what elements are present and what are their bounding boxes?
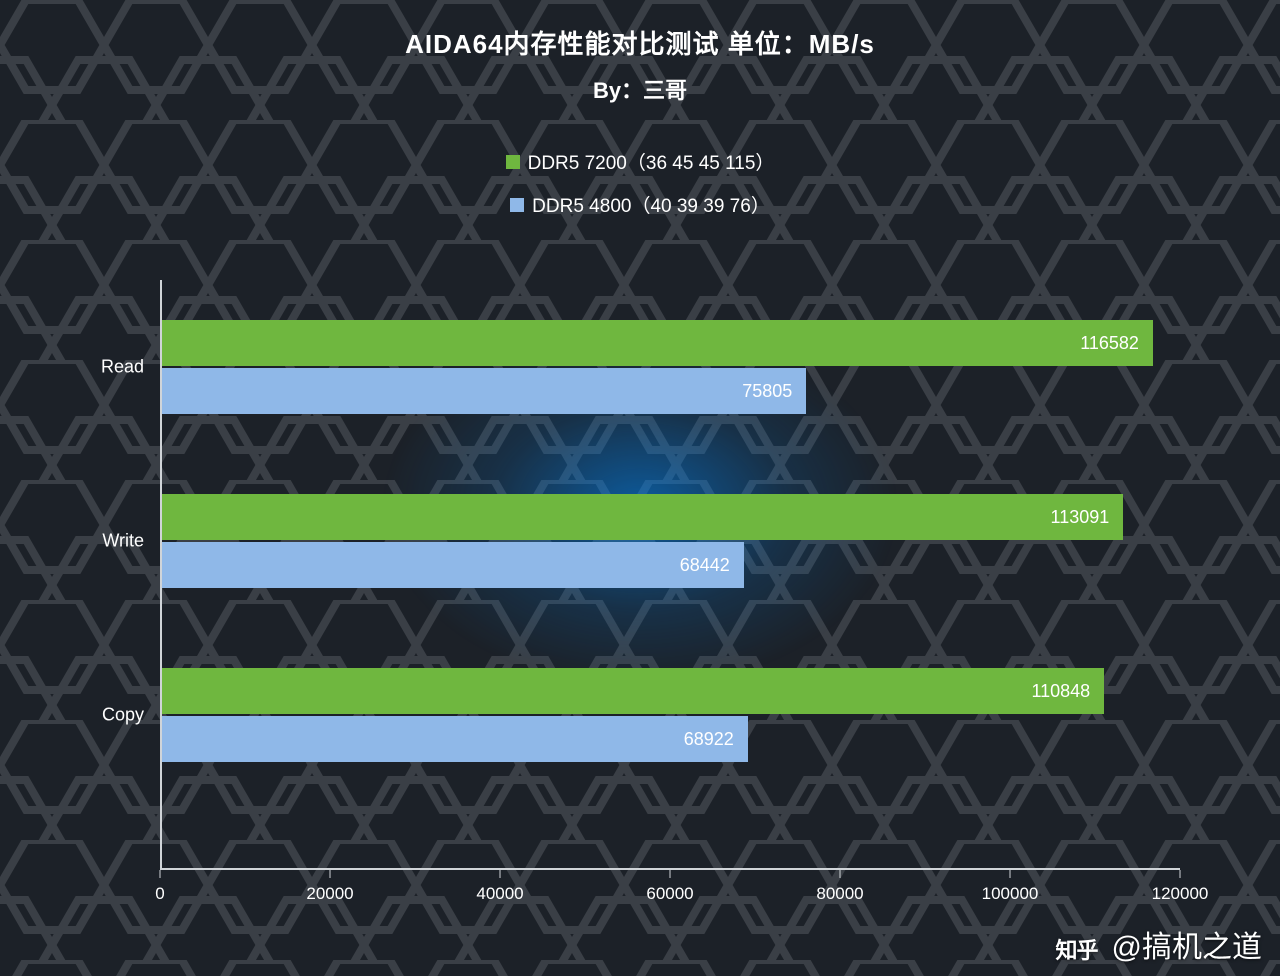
legend-swatch-1: [510, 198, 524, 212]
xtick-mark: [670, 870, 671, 878]
xtick-mark: [1010, 870, 1011, 878]
category-label: Copy: [102, 705, 162, 726]
xtick-label: 20000: [306, 884, 353, 904]
plot-area: Read11658275805 Write11309168442 Copy11084…: [160, 280, 1180, 870]
xtick-mark: [330, 870, 331, 878]
legend-item-0: DDR5 7200（36 45 45 115）: [506, 148, 775, 175]
bar: 75805: [162, 368, 806, 414]
bar-chart: Read11658275805 Write11309168442 Copy11084…: [160, 280, 1180, 870]
legend: DDR5 7200（36 45 45 115） DDR5 4800（40 39 …: [0, 140, 1280, 226]
category-group: Copy11084868922: [162, 668, 1180, 762]
xtick-mark: [1180, 870, 1181, 878]
xtick-label: 40000: [476, 884, 523, 904]
legend-label-0: DDR5 7200（36 45 45 115）: [528, 148, 775, 175]
xtick-label: 60000: [646, 884, 693, 904]
legend-item-1: DDR5 4800（40 39 39 76）: [510, 191, 770, 218]
chart-title: AIDA64内存性能对比测试 单位：MB/s: [0, 24, 1280, 61]
bar: 110848: [162, 668, 1104, 714]
xtick-label: 120000: [1152, 884, 1209, 904]
xtick-mark: [160, 870, 161, 878]
title-block: AIDA64内存性能对比测试 单位：MB/s By：三哥: [0, 24, 1280, 105]
bar: 113091: [162, 494, 1123, 540]
chart-subtitle: By：三哥: [0, 73, 1280, 105]
legend-swatch-0: [506, 155, 520, 169]
category-group: Read11658275805: [162, 320, 1180, 414]
bar: 68442: [162, 542, 744, 588]
legend-label-1: DDR5 4800（40 39 39 76）: [532, 191, 770, 218]
xtick-mark: [840, 870, 841, 878]
category-label: Read: [101, 357, 162, 378]
bar: 116582: [162, 320, 1153, 366]
xtick-label: 0: [155, 884, 164, 904]
category-label: Write: [102, 531, 162, 552]
x-axis: 020000400006000080000100000120000: [160, 870, 1180, 910]
xtick-label: 100000: [982, 884, 1039, 904]
xtick-label: 80000: [816, 884, 863, 904]
zhihu-logo-icon: 知乎: [1056, 933, 1102, 955]
bar: 68922: [162, 716, 748, 762]
category-group: Write11309168442: [162, 494, 1180, 588]
watermark: 知乎 @搞机之道: [1056, 922, 1262, 966]
watermark-author: @搞机之道: [1112, 922, 1262, 966]
xtick-mark: [500, 870, 501, 878]
